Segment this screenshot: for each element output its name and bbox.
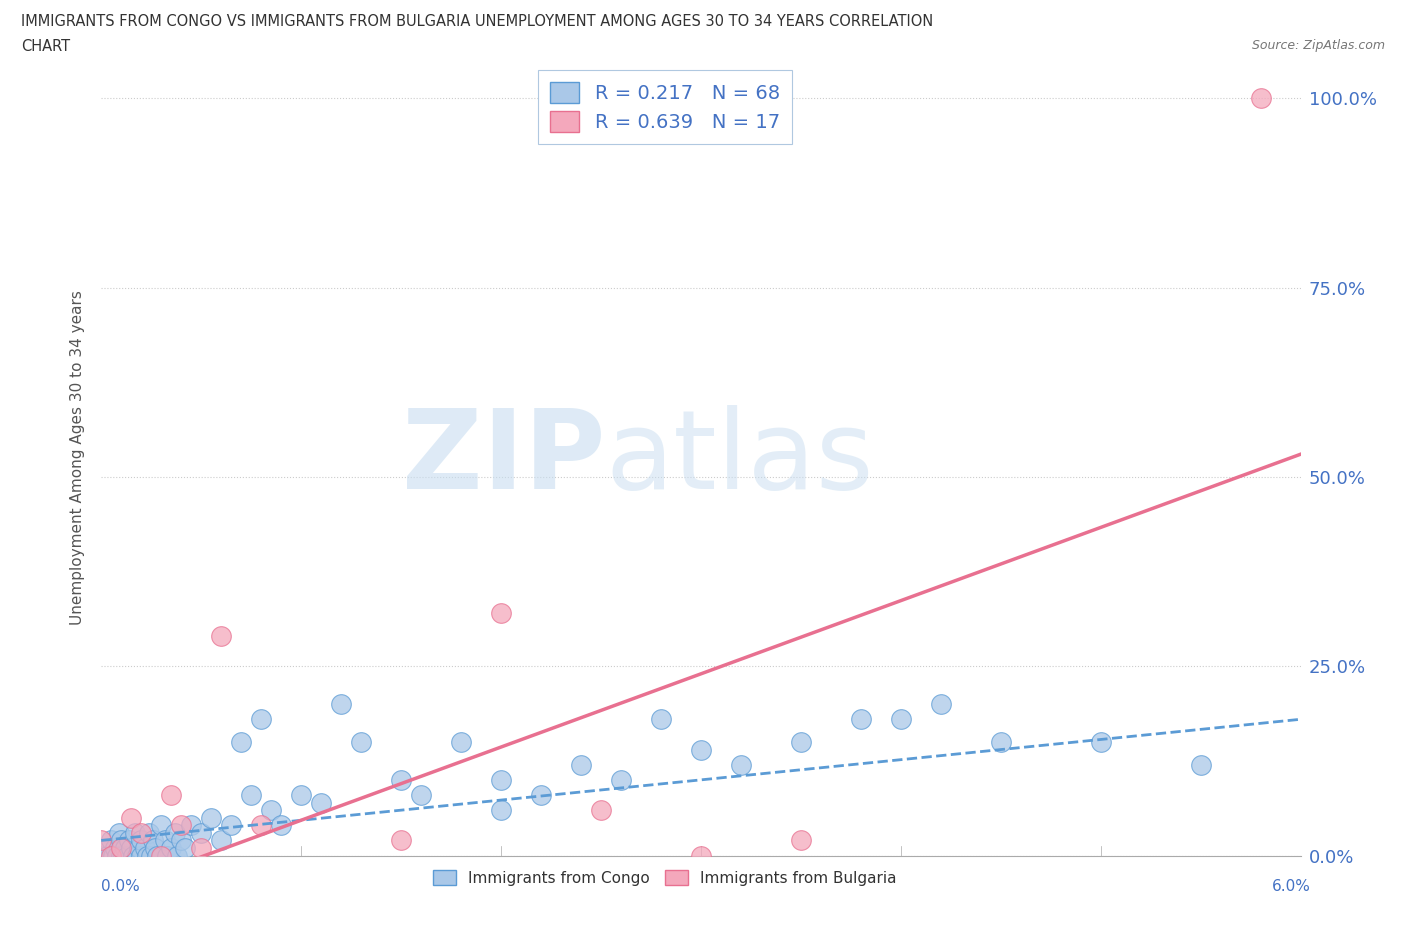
Point [120,841,142,856]
Point [129,848,152,863]
Text: atlas: atlas [605,405,873,512]
Point [200,810,222,825]
Text: 0.0%: 0.0% [101,879,141,894]
Point [350,735,373,750]
Point [160,788,183,803]
Point [129,826,152,841]
Point [90,833,112,848]
Point [150,817,173,832]
Point [136,848,159,863]
Point [174,841,197,856]
Point [1090,735,1112,750]
Point [450,735,472,750]
Point [143,841,166,856]
Point [104,841,127,856]
Point [150,848,173,863]
Text: IMMIGRANTS FROM CONGO VS IMMIGRANTS FROM BULGARIA UNEMPLOYMENT AMONG AGES 30 TO : IMMIGRANTS FROM CONGO VS IMMIGRANTS FROM… [21,14,934,29]
Point [190,841,212,856]
Point [489,803,512,817]
Point [120,810,142,825]
Point [110,848,132,863]
Point [138,826,160,841]
Text: CHART: CHART [21,39,70,54]
Point [146,848,169,863]
Point [219,817,242,832]
Point [100,833,122,848]
Point [170,833,193,848]
Point [129,833,152,848]
Y-axis label: Unemployment Among Ages 30 to 34 years: Unemployment Among Ages 30 to 34 years [70,290,86,626]
Point [115,848,138,863]
Point [128,841,150,856]
Point [108,826,131,841]
Point [209,629,232,644]
Point [389,833,412,848]
Point [127,848,149,863]
Point [110,833,132,848]
Point [270,817,292,832]
Point [489,773,512,788]
Point [530,788,553,803]
Point [250,817,273,832]
Point [890,711,912,726]
Text: ZIP: ZIP [402,405,605,512]
Point [790,833,813,848]
Point [114,841,136,856]
Point [589,803,612,817]
Point [231,735,253,750]
Point [156,848,179,863]
Point [166,848,188,863]
Point [90,848,112,863]
Point [209,833,232,848]
Point [180,817,202,832]
Point [240,788,263,803]
Point [118,833,141,848]
Point [170,817,193,832]
Point [330,697,353,711]
Point [142,833,165,848]
Point [105,848,128,863]
Point [96,848,118,863]
Point [260,803,283,817]
Point [110,841,132,856]
Point [103,848,125,863]
Point [134,841,156,856]
Point [1250,91,1272,106]
Point [112,848,135,863]
Text: 6.0%: 6.0% [1271,879,1310,894]
Point [141,848,163,863]
Point [610,773,633,788]
Point [650,711,672,726]
Point [730,757,752,772]
Point [849,711,872,726]
Legend: Immigrants from Congo, Immigrants from Bulgaria: Immigrants from Congo, Immigrants from B… [427,863,903,892]
Point [153,833,176,848]
Point [190,826,212,841]
Point [309,795,332,810]
Point [94,841,117,856]
Point [569,757,592,772]
Point [790,735,813,750]
Text: Source: ZipAtlas.com: Source: ZipAtlas.com [1251,39,1385,52]
Point [929,697,952,711]
Point [389,773,412,788]
Point [160,841,183,856]
Point [290,788,312,803]
Point [124,826,146,841]
Point [100,848,122,863]
Point [250,711,273,726]
Point [489,605,512,620]
Point [689,742,711,757]
Point [689,848,711,863]
Point [165,826,187,841]
Point [1189,757,1212,772]
Point [409,788,432,803]
Point [990,735,1012,750]
Point [122,848,145,863]
